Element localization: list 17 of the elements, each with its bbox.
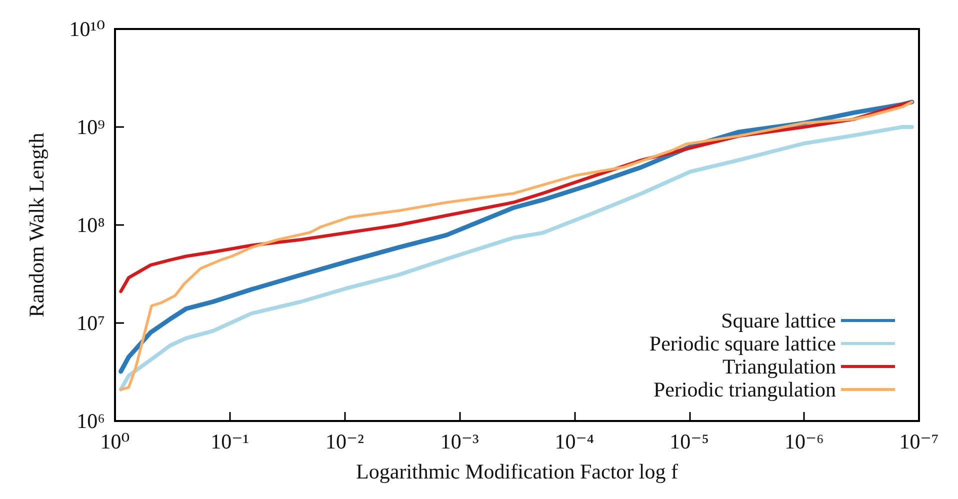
y-tick-label: 10⁸ — [76, 213, 105, 237]
x-tick-label: 10⁻² — [326, 430, 364, 454]
x-axis-title: Logarithmic Modification Factor log f — [356, 460, 678, 484]
x-tick-label: 10⁻⁵ — [670, 430, 709, 454]
legend-label: Square lattice — [721, 308, 836, 332]
legend-label: Periodic square lattice — [649, 332, 836, 356]
legend-label: Periodic triangulation — [653, 378, 836, 402]
y-axis-title: Random Walk Length — [24, 132, 48, 318]
y-tick-label: 10⁷ — [76, 311, 105, 335]
x-tick-label: 10⁻³ — [440, 430, 479, 454]
x-tick-label: 10⁻⁶ — [784, 430, 824, 454]
legend-label: Triangulation — [722, 354, 836, 378]
y-tick-label: 10⁹ — [76, 115, 105, 139]
x-tick-label: 10⁻⁴ — [554, 430, 594, 454]
x-tick-label: 10⁻¹ — [210, 430, 250, 454]
y-tick-label: 10¹⁰ — [69, 17, 105, 41]
x-tick-label: 10⁻⁷ — [899, 430, 939, 454]
